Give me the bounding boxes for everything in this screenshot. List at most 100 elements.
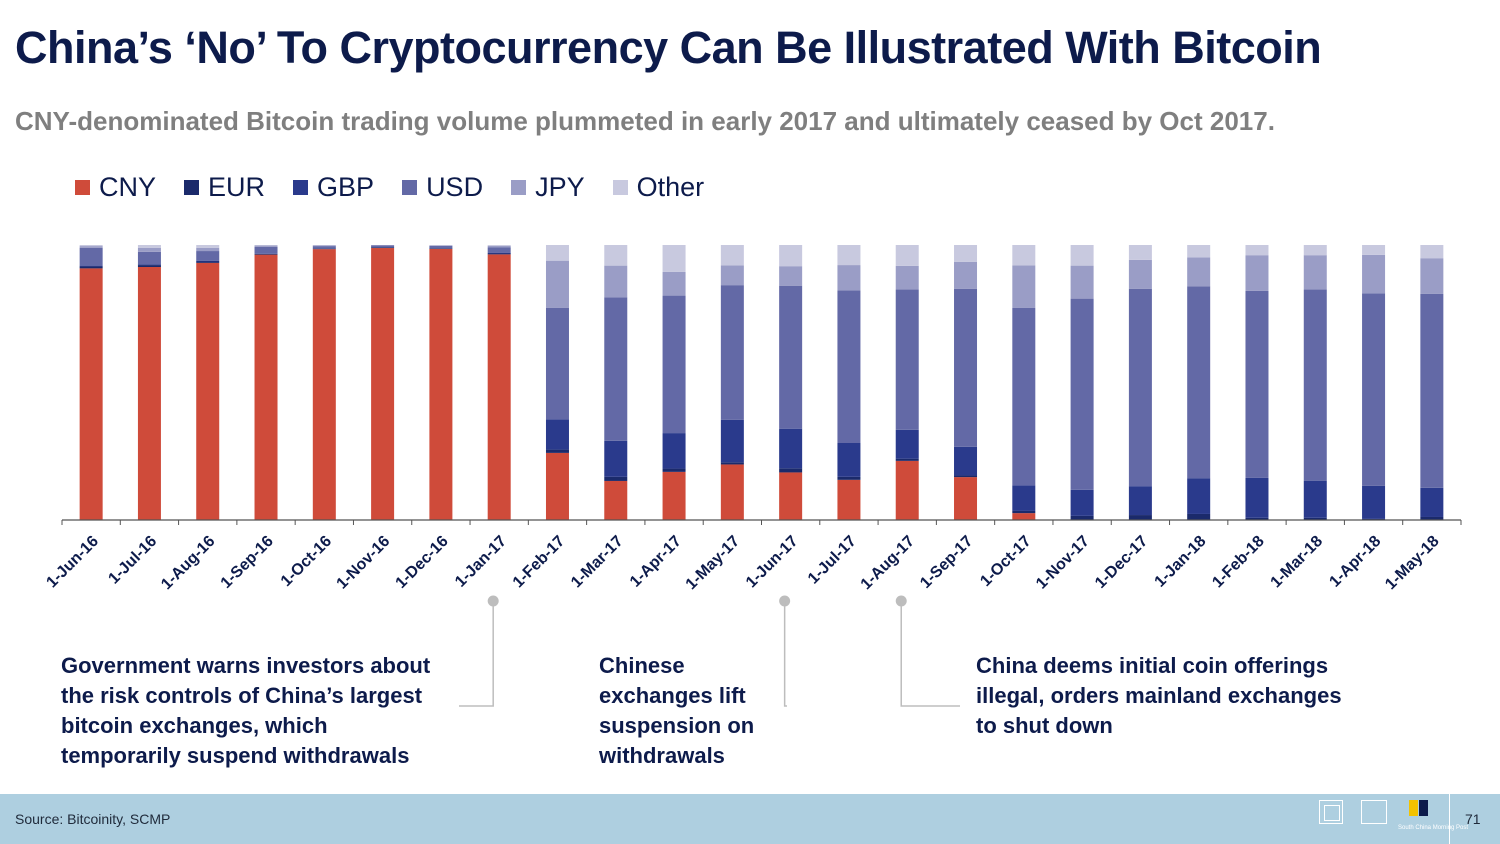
x-tick-label: 1-May-17 [683, 533, 744, 594]
bar-eur-1-Mar-18 [1303, 517, 1327, 520]
legend-swatch-cny [75, 179, 90, 195]
footer-bar: Source: Bitcoinity, SCMP South China Mor… [0, 794, 1500, 844]
bar-eur-1-Mar-17 [604, 476, 628, 481]
annotation-leader-1 [459, 601, 494, 707]
x-tick-label: 1-Mar-18 [1268, 533, 1327, 592]
bar-other-1-Sep-17 [954, 245, 978, 262]
bar-usd-1-Aug-17 [895, 289, 919, 430]
source-note: Source: Bitcoinity, SCMP [15, 811, 171, 827]
bar-eur-1-Apr-17 [662, 468, 686, 472]
x-tick-label: 1-Aug-16 [158, 533, 218, 593]
bar-cny-1-Jul-16 [137, 267, 161, 520]
bar-usd-1-Feb-17 [545, 307, 569, 420]
bar-eur-1-Dec-16 [429, 248, 453, 249]
bar-jpy-1-Nov-17 [1070, 265, 1094, 299]
bar-jpy-1-Jun-17 [779, 266, 803, 286]
x-tick-label: 1-Dec-17 [1092, 533, 1151, 592]
bar-eur-1-Oct-16 [312, 248, 336, 250]
legend-swatch-other [612, 179, 628, 195]
x-tick-label: 1-Feb-17 [510, 533, 569, 592]
bar-eur-1-Sep-17 [954, 475, 978, 478]
bar-gbp-1-Oct-17 [1012, 485, 1036, 511]
bar-eur-1-Aug-17 [895, 458, 919, 461]
bar-jpy-1-Sep-16 [254, 245, 278, 247]
bar-usd-1-Jul-17 [837, 290, 861, 443]
bar-jpy-1-May-17 [720, 265, 744, 286]
bar-jpy-1-Feb-18 [1245, 255, 1269, 291]
bar-other-1-Dec-17 [1128, 245, 1152, 260]
bar-usd-1-Oct-16 [312, 246, 336, 249]
x-tick-label: 1-Jan-17 [452, 533, 510, 591]
bar-cny-1-Feb-17 [545, 452, 569, 520]
x-tick-label: 1-Jul-17 [805, 533, 860, 588]
chart-tick-labels: 1-Jun-16 1-Jul-161-Aug-16 1-Sep-16 1-Oct-16… [43, 533, 1442, 594]
x-tick-label: 1-May-18 [1382, 533, 1443, 594]
bar-eur-1-Jun-16 [79, 266, 103, 269]
bar-eur-1-Jan-18 [1187, 513, 1211, 520]
logo-caption: South China Morning Post [1398, 825, 1469, 831]
legend-item-usd: USD [402, 172, 483, 203]
bar-gbp-1-Nov-17 [1070, 489, 1094, 516]
legend-item-other: Other [612, 172, 704, 203]
bar-gbp-1-Jul-16 [137, 264, 161, 266]
legend-swatch-usd [402, 179, 418, 195]
bar-jpy-1-Dec-16 [429, 245, 453, 246]
bar-jpy-1-Dec-17 [1128, 259, 1152, 289]
x-tick-label: 1-Sep-16 [218, 533, 277, 592]
chart-x-axis [61, 519, 1462, 525]
bar-jpy-1-Aug-17 [895, 265, 919, 290]
bar-jpy-1-Apr-17 [662, 271, 686, 296]
legend-label-cny: CNY [99, 171, 157, 202]
bar-eur-1-Aug-16 [196, 261, 220, 263]
bar-jpy-1-Jul-16 [137, 247, 161, 252]
bar-cny-1-Jan-17 [487, 254, 511, 520]
bar-other-1-May-17 [720, 245, 744, 266]
x-tick-label: 1-Nov-16 [334, 533, 394, 593]
bar-usd-1-Sep-16 [254, 246, 278, 254]
bar-usd-1-Jan-17 [487, 247, 511, 253]
bar-gbp-1-Sep-17 [954, 446, 978, 476]
bar-gbp-1-Apr-18 [1362, 485, 1386, 519]
bar-usd-1-Jul-16 [137, 251, 161, 265]
bar-gbp-1-Jul-17 [837, 443, 861, 477]
bar-other-1-Mar-17 [604, 245, 628, 266]
bar-gbp-1-Mar-17 [604, 440, 628, 477]
bar-usd-1-Mar-17 [604, 297, 628, 441]
bar-cny-1-Oct-16 [312, 249, 336, 520]
bar-usd-1-Jun-16 [79, 247, 103, 266]
bar-other-1-Sep-16 [254, 245, 278, 246]
bar-eur-1-Sep-16 [254, 253, 278, 255]
legend-swatch-gbp [293, 179, 309, 195]
bar-usd-1-Jan-18 [1187, 286, 1211, 479]
bar-other-1-Jul-17 [837, 245, 861, 266]
bar-other-1-Feb-17 [545, 245, 569, 261]
bar-gbp-1-Mar-18 [1303, 480, 1327, 518]
bar-eur-1-May-18 [1420, 516, 1444, 520]
annotation-aug17: China deems initial coin offerings illeg… [976, 653, 1342, 738]
bar-usd-1-Dec-16 [429, 245, 453, 249]
legend-label-usd: USD [426, 171, 484, 202]
bar-gbp-1-Apr-17 [662, 433, 686, 469]
bar-other-1-Oct-17 [1012, 245, 1036, 266]
bar-usd-1-Dec-17 [1128, 288, 1152, 487]
annotation-leaders [459, 595, 960, 707]
book-logo-icon [1319, 800, 1343, 824]
bar-jpy-1-Oct-17 [1012, 265, 1036, 308]
bar-jpy-1-Nov-16 [371, 245, 395, 246]
bar-gbp-1-Jun-16 [79, 265, 103, 267]
bar-usd-1-May-18 [1420, 293, 1444, 488]
bar-jpy-1-Feb-17 [545, 260, 569, 308]
bar-cny-1-Sep-16 [254, 254, 278, 520]
bar-cny-1-Dec-16 [429, 248, 453, 520]
legend-item-cny: CNY [75, 172, 156, 203]
bar-usd-1-Nov-17 [1070, 298, 1094, 490]
bar-eur-1-Jun-17 [779, 468, 803, 473]
x-tick-label: 1-Dec-16 [393, 533, 452, 592]
bar-other-1-May-18 [1420, 245, 1444, 259]
x-tick-label: 1-Oct-16 [278, 533, 335, 590]
legend-swatch-jpy [511, 179, 527, 195]
bar-eur-1-Feb-17 [545, 449, 569, 453]
bar-gbp-1-Jun-17 [779, 428, 803, 469]
bar-other-1-Aug-16 [196, 245, 220, 248]
bar-eur-1-Feb-18 [1245, 517, 1269, 520]
